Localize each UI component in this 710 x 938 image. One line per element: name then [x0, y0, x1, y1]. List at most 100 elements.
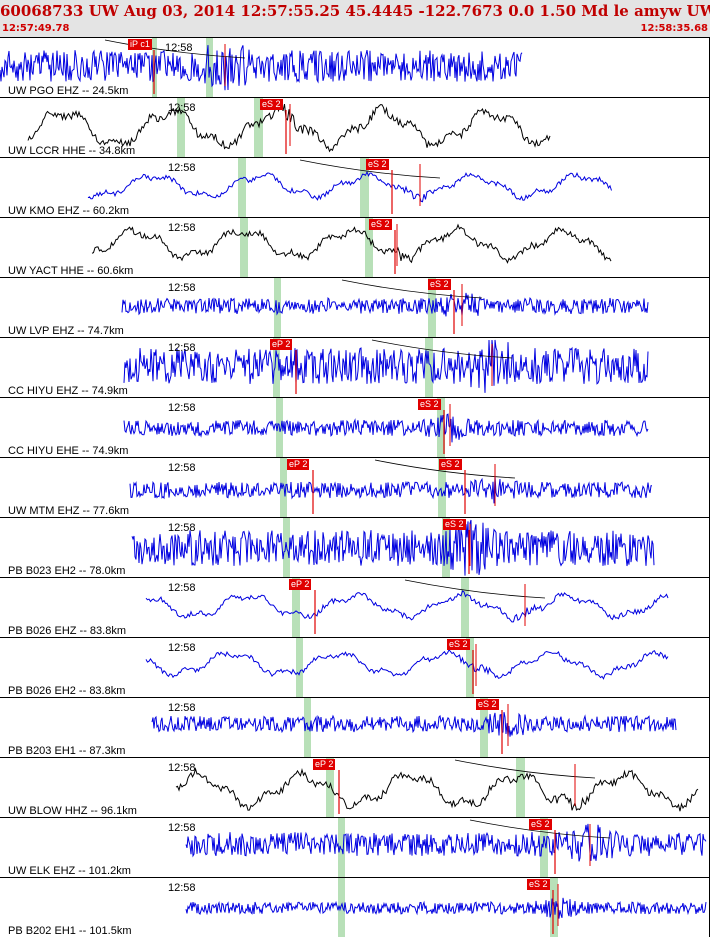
- trace-plot: [151, 698, 677, 757]
- travel-time-curve: [371, 339, 513, 359]
- phase-pick-label[interactable]: eP 2: [289, 579, 312, 590]
- trace-row[interactable]: 12:58 eS 2 UW KMO EHZ -- 60.2km: [0, 157, 710, 217]
- trace-row[interactable]: 12:58 eP 2 UW BLOW HHZ -- 96.1km: [0, 757, 710, 817]
- phase-pick-label[interactable]: iP c1: [128, 39, 152, 50]
- trace-row[interactable]: 12:58 eS 2 PB B202 EH1 -- 101.5km: [0, 877, 710, 937]
- trace-time-label: 12:58: [165, 42, 193, 54]
- trace-time-label: 12:58: [168, 762, 196, 774]
- phase-pick-label[interactable]: eP 2: [270, 339, 293, 350]
- phase-window: [461, 578, 469, 637]
- station-label: PB B202 EH1 -- 101.5km: [8, 925, 132, 937]
- station-label: CC HIYU EHZ -- 74.9km: [8, 385, 128, 397]
- trace-plot: [129, 458, 652, 517]
- phase-pick-label[interactable]: eS 2: [439, 459, 462, 470]
- phase-window: [365, 218, 373, 277]
- trace-row[interactable]: 12:58 eS 2 PB B203 EH1 -- 87.3km: [0, 697, 710, 757]
- travel-time-curve: [469, 819, 611, 839]
- phase-pick-label[interactable]: eS 2: [443, 519, 466, 530]
- phase-window: [338, 878, 345, 937]
- station-label: PB B026 EHZ -- 83.8km: [8, 625, 126, 637]
- trace-row[interactable]: 12:58 eS 2 UW LVP EHZ -- 74.7km: [0, 277, 710, 337]
- waveform-trace: [145, 649, 669, 680]
- trace-plot: [0, 38, 523, 97]
- travel-time-curve: [374, 459, 516, 479]
- station-label: UW BLOW HHZ -- 96.1km: [8, 805, 137, 817]
- trace-time-label: 12:58: [168, 882, 196, 894]
- phase-window: [466, 638, 474, 697]
- station-label: UW MTM EHZ -- 77.6km: [8, 505, 129, 517]
- phase-window: [360, 158, 369, 217]
- trace-row[interactable]: 12:58 eS 2 UW LCCR HHE -- 34.8km: [0, 97, 710, 157]
- trace-row[interactable]: 12:58 iP c1 UW PGO EHZ -- 24.5km: [0, 37, 710, 97]
- phase-pick-label[interactable]: eP 2: [313, 759, 336, 770]
- phase-window: [437, 398, 445, 457]
- trace-time-label: 12:58: [168, 342, 196, 354]
- station-label: CC HIYU EHE -- 74.9km: [8, 445, 129, 457]
- phase-window: [516, 758, 525, 817]
- trace-row[interactable]: 12:58 eS 2 CC HIYU EHE -- 74.9km: [0, 397, 710, 457]
- trace-plot: [145, 638, 669, 697]
- phase-pick-label[interactable]: eS 2: [476, 699, 499, 710]
- trace-plot: [123, 338, 649, 397]
- phase-window: [254, 98, 263, 157]
- travel-time-curve: [454, 759, 596, 779]
- trace-time-label: 12:58: [168, 162, 196, 174]
- station-label: PB B203 EH1 -- 87.3km: [8, 745, 126, 757]
- station-label: UW YACT HHE -- 60.6km: [8, 265, 134, 277]
- phase-pick-label[interactable]: eS 2: [527, 879, 550, 890]
- trace-row[interactable]: 12:58 eP 2 PB B026 EHZ -- 83.8km: [0, 577, 710, 637]
- phase-pick-label[interactable]: eS 2: [447, 639, 470, 650]
- trace-row[interactable]: 12:58 eP 2 eS 2 UW MTM EHZ -- 77.6km: [0, 457, 710, 517]
- phase-pick-label[interactable]: eS 2: [428, 279, 451, 290]
- trace-plot: [131, 518, 655, 577]
- station-label: PB B023 EH2 -- 78.0km: [8, 565, 126, 577]
- waveform-trace: [121, 292, 649, 317]
- phase-window: [326, 758, 334, 817]
- travel-time-curve: [404, 579, 546, 599]
- trace-time-label: 12:58: [168, 702, 196, 714]
- trace-plot: [185, 818, 707, 877]
- phase-pick-label[interactable]: eS 2: [260, 99, 283, 110]
- waveform-trace: [123, 339, 649, 393]
- waveform-trace: [185, 823, 707, 862]
- phase-window: [238, 158, 246, 217]
- phase-window: [274, 278, 281, 337]
- phase-pick-label[interactable]: eS 2: [366, 159, 389, 170]
- waveform-trace: [129, 475, 652, 504]
- waveform-trace: [0, 45, 523, 91]
- travel-time-curve: [341, 279, 483, 299]
- trace-plot: [175, 758, 699, 817]
- phase-window: [273, 338, 280, 397]
- trace-plot: [123, 398, 649, 457]
- phase-pick-label[interactable]: eS 2: [529, 819, 552, 830]
- phase-pick-label[interactable]: eS 2: [418, 399, 441, 410]
- station-label: UW ELK EHZ -- 101.2km: [8, 865, 131, 877]
- station-label: PB B026 EH2 -- 83.8km: [8, 685, 126, 697]
- window-end-time: 12:58:35.68: [640, 23, 708, 34]
- phase-window: [280, 458, 287, 517]
- phase-window: [425, 338, 433, 397]
- trace-plot: [185, 878, 707, 937]
- trace-time-label: 12:58: [168, 522, 196, 534]
- phase-window: [438, 458, 446, 517]
- event-header: 60068733 UW Aug 03, 2014 12:57:55.25 45.…: [0, 0, 710, 37]
- trace-row[interactable]: 12:58 eS 2 PB B026 EH2 -- 83.8km: [0, 637, 710, 697]
- phase-window: [338, 818, 345, 877]
- travel-time-curve: [104, 39, 246, 59]
- trace-row[interactable]: 12:58 eS 2 UW YACT HHE -- 60.6km: [0, 217, 710, 277]
- waveform-trace: [91, 223, 612, 264]
- trace-plot: [87, 158, 612, 217]
- trace-row[interactable]: 12:58 eS 2 UW ELK EHZ -- 101.2km: [0, 817, 710, 877]
- trace-row[interactable]: 12:58 eS 2 PB B023 EH2 -- 78.0km: [0, 517, 710, 577]
- event-title: 60068733 UW Aug 03, 2014 12:57:55.25 45.…: [0, 2, 710, 20]
- waveform-trace: [131, 519, 655, 576]
- trace-time-label: 12:58: [168, 582, 196, 594]
- phase-window: [240, 218, 248, 277]
- trace-row[interactable]: 12:58 eP 2 CC HIYU EHZ -- 74.9km: [0, 337, 710, 397]
- waveform-trace: [185, 897, 707, 919]
- phase-window: [177, 98, 185, 157]
- phase-pick-label[interactable]: eP 2: [287, 459, 310, 470]
- trace-time-label: 12:58: [168, 462, 196, 474]
- phase-pick-label[interactable]: eS 2: [369, 219, 392, 230]
- phase-window: [480, 698, 488, 757]
